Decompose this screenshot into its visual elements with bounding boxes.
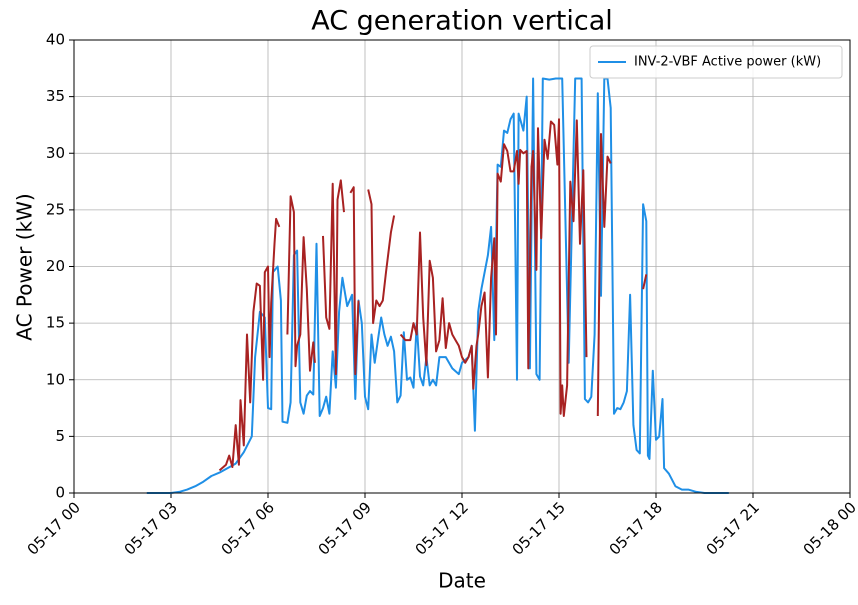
y-tick-label: 5 — [55, 427, 65, 445]
y-tick-label: 20 — [46, 257, 65, 275]
x-tick-label: 05-17 15 — [509, 498, 569, 558]
plot-frame — [73, 39, 851, 494]
y-tick-label: 15 — [46, 314, 65, 332]
y-tick-label: 35 — [46, 87, 65, 105]
chart-title: AC generation vertical — [311, 6, 613, 37]
y-tick-label: 40 — [46, 31, 65, 49]
y-tick-label: 10 — [46, 370, 65, 388]
series-line — [218, 118, 648, 472]
x-tick-label: 05-17 09 — [315, 498, 375, 558]
series-line — [146, 77, 729, 494]
x-tick-label: 05-17 12 — [412, 498, 472, 558]
y-tick-label: 25 — [46, 200, 65, 218]
legend: INV-2-VBF Active power (kW) — [589, 45, 843, 79]
y-tick-label: 30 — [46, 144, 65, 162]
x-tick-label: 05-17 18 — [606, 498, 666, 558]
x-tick-label: 05-17 06 — [218, 498, 278, 558]
y-tick-label: 0 — [55, 484, 65, 502]
x-tick-label: 05-17 03 — [121, 498, 181, 558]
x-axis-label: Date — [438, 569, 486, 593]
x-tick-label: 05-17 00 — [24, 498, 84, 558]
x-tick-label: 05-17 21 — [703, 498, 763, 558]
legend-box — [589, 45, 843, 79]
x-tick-label: 05-18 00 — [800, 498, 858, 558]
legend-label: INV-2-VBF Active power (kW) — [634, 55, 821, 70]
y-axis-label: AC Power (kW) — [13, 193, 37, 340]
